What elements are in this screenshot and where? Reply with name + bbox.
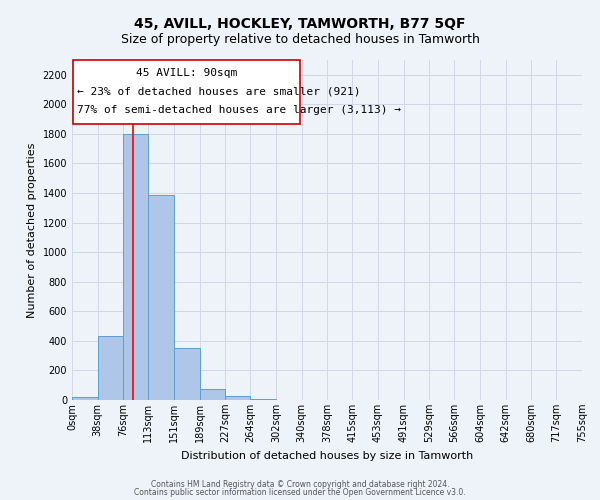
Text: 45, AVILL, HOCKLEY, TAMWORTH, B77 5QF: 45, AVILL, HOCKLEY, TAMWORTH, B77 5QF — [134, 18, 466, 32]
Text: Contains HM Land Registry data © Crown copyright and database right 2024.: Contains HM Land Registry data © Crown c… — [151, 480, 449, 489]
Bar — [72, 397, 98, 400]
Y-axis label: Number of detached properties: Number of detached properties — [27, 142, 37, 318]
Text: Contains public sector information licensed under the Open Government Licence v3: Contains public sector information licen… — [134, 488, 466, 497]
Bar — [148, 194, 174, 400]
Bar — [200, 389, 226, 400]
Text: ← 23% of detached houses are smaller (921): ← 23% of detached houses are smaller (92… — [77, 87, 360, 97]
Text: 45 AVILL: 90sqm: 45 AVILL: 90sqm — [136, 68, 238, 78]
Bar — [226, 396, 250, 400]
FancyBboxPatch shape — [73, 60, 301, 124]
Bar — [250, 398, 276, 400]
Bar — [174, 348, 200, 400]
Bar — [98, 336, 124, 400]
X-axis label: Distribution of detached houses by size in Tamworth: Distribution of detached houses by size … — [181, 450, 473, 460]
Bar — [124, 134, 148, 400]
Text: 77% of semi-detached houses are larger (3,113) →: 77% of semi-detached houses are larger (… — [77, 106, 401, 116]
Text: Size of property relative to detached houses in Tamworth: Size of property relative to detached ho… — [121, 32, 479, 46]
